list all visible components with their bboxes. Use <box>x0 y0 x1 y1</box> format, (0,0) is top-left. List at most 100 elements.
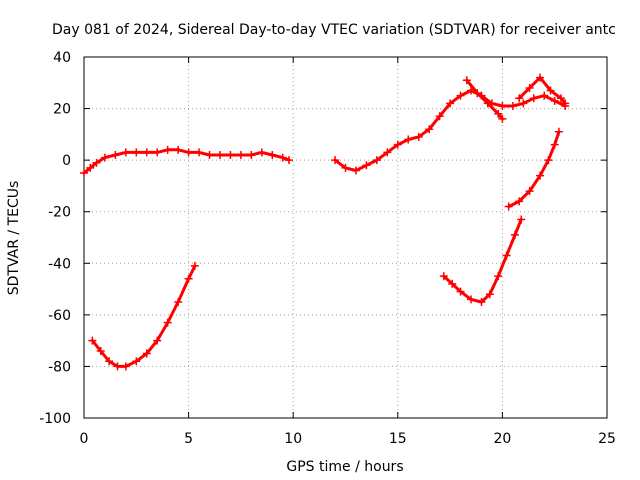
data-point <box>494 272 503 281</box>
data-point <box>554 127 563 136</box>
data-point <box>556 94 565 103</box>
data-point <box>414 132 423 141</box>
data-point <box>257 148 266 157</box>
data-point <box>502 251 511 260</box>
data-point <box>383 148 392 157</box>
data-point <box>153 148 162 157</box>
data-point <box>80 169 88 178</box>
data-point <box>515 197 524 206</box>
x-tick-label: 5 <box>184 431 193 447</box>
data-point <box>132 148 141 157</box>
data-point <box>425 125 434 134</box>
data-point <box>153 336 162 345</box>
data-point <box>174 297 183 306</box>
data-point <box>448 279 457 288</box>
data-point <box>190 261 199 270</box>
data-point <box>113 362 122 371</box>
series-track-c <box>331 86 570 175</box>
plot-frame <box>83 56 608 419</box>
series-track-b <box>88 261 199 371</box>
data-point <box>92 158 101 167</box>
data-point <box>446 99 455 108</box>
chart-title: Day 081 of 2024, Sidereal Day-to-day VTE… <box>52 22 616 38</box>
data-point <box>142 148 151 157</box>
data-point <box>96 346 105 355</box>
data-point <box>456 91 465 100</box>
data-point <box>142 349 151 358</box>
data-point <box>278 153 287 162</box>
data-point <box>215 150 224 159</box>
data-point <box>456 287 465 296</box>
data-point <box>205 150 214 159</box>
data-point <box>121 362 130 371</box>
x-tick-label: 20 <box>493 431 511 447</box>
data-point <box>362 161 371 170</box>
data-point <box>372 156 381 165</box>
series-track-g <box>504 127 563 211</box>
y-axis-label: SDTVAR / TECUs <box>6 181 22 296</box>
data-point <box>268 150 277 159</box>
data-point <box>184 274 193 283</box>
x-tick-label: 25 <box>598 431 616 447</box>
data-point <box>536 171 545 180</box>
series-track-a <box>80 145 294 178</box>
series-line <box>442 217 523 304</box>
data-point <box>498 114 507 123</box>
data-point <box>504 202 513 211</box>
data-point <box>529 94 538 103</box>
data-point <box>351 166 360 175</box>
data-point <box>508 101 517 110</box>
series-line <box>90 264 197 368</box>
y-tick-label: -40 <box>48 256 71 272</box>
data-point <box>331 156 340 165</box>
series-track-f <box>439 215 526 306</box>
y-tick-label: 0 <box>62 153 71 169</box>
data-point <box>163 145 172 154</box>
data-point <box>467 295 476 304</box>
data-point <box>483 99 492 108</box>
data-point <box>439 272 448 281</box>
data-point <box>435 112 444 121</box>
data-point <box>285 156 294 165</box>
data-point <box>494 109 503 118</box>
data-point <box>88 336 97 345</box>
data-point <box>86 163 95 172</box>
data-point <box>163 318 172 327</box>
data-point <box>105 357 114 366</box>
y-tick-label: -60 <box>48 308 71 324</box>
data-point <box>525 83 534 92</box>
series-track-d <box>462 76 507 123</box>
data-point <box>477 297 486 306</box>
data-point <box>393 140 402 149</box>
data-point <box>561 99 570 108</box>
data-point <box>473 89 482 98</box>
data-point <box>485 290 494 299</box>
data-point <box>550 96 559 105</box>
data-point <box>498 101 507 110</box>
y-tick-labels: -100 -80 -60 -40 -20 0 20 40 <box>39 50 71 427</box>
data-point <box>111 150 120 159</box>
data-series <box>80 73 570 371</box>
x-axis-label: GPS time / hours <box>286 459 403 475</box>
y-tick-label: 40 <box>53 50 71 66</box>
y-tick-label: -100 <box>39 411 71 427</box>
data-point <box>341 163 350 172</box>
y-tick-label: 20 <box>53 102 71 118</box>
data-point <box>462 76 471 85</box>
data-point <box>404 135 413 144</box>
data-point <box>184 148 193 157</box>
x-tick-label: 15 <box>389 431 407 447</box>
data-point <box>510 230 519 239</box>
data-point <box>247 150 256 159</box>
data-point <box>132 357 141 366</box>
data-point <box>550 140 559 149</box>
data-point <box>121 148 130 157</box>
axis-ticks <box>83 56 608 419</box>
data-point <box>174 145 183 154</box>
y-tick-label: -80 <box>48 359 71 375</box>
data-point <box>515 94 524 103</box>
data-point <box>525 187 534 196</box>
x-tick-label: 10 <box>284 431 302 447</box>
